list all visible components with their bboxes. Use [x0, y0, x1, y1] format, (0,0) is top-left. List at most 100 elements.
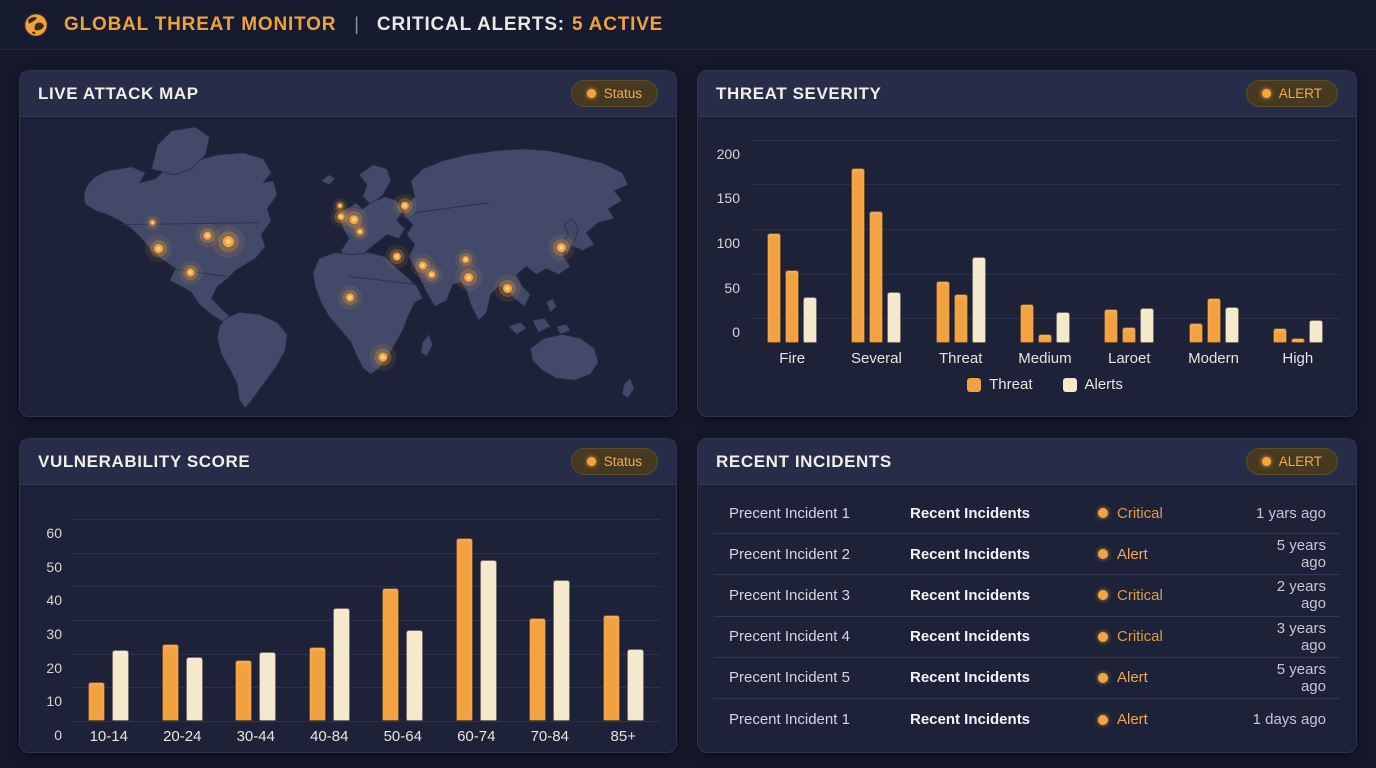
incident-row[interactable]: Precent Incident 1 Recent Incidents Critic…: [714, 493, 1340, 535]
gridline: [72, 653, 660, 655]
incident-row[interactable]: Precent Incident 2 Recent Incidents Alert 5…: [714, 534, 1340, 576]
attack-dot: [384, 244, 409, 269]
x-tick-label: Modern: [1188, 350, 1239, 367]
bar-threat: [767, 233, 782, 343]
threat-severity-chart: 0 50 100 150 200 Fire Several Threat Medium Laro…: [698, 117, 1356, 416]
globe-icon: [24, 12, 48, 37]
y-tick-label: 10: [46, 693, 62, 710]
incident-row[interactable]: Precent Incident 4 Recent Incidents Critic…: [714, 617, 1340, 658]
bar-threat: [953, 294, 968, 343]
x-axis: Fire Several Threat Medium Laroet Modern High: [750, 350, 1340, 367]
bar-group: [513, 579, 587, 721]
incident-name: Precent Incident 3: [729, 586, 850, 604]
y-tick-label: 100: [716, 234, 740, 251]
gridline: [750, 273, 1340, 275]
bar-alerts: [479, 559, 497, 721]
incident-row[interactable]: Precent Incident 5 Recent Incidents Alert 5…: [714, 658, 1340, 699]
bar-group: [750, 233, 834, 343]
incident-status-label: Critical: [1117, 586, 1163, 604]
y-tick-label: 30: [46, 626, 62, 643]
bar-score: [235, 660, 253, 721]
x-tick-label: 70-84: [530, 728, 569, 745]
bar-score: [88, 682, 106, 721]
critical-alerts-label: CRITICAL ALERTS: 5 ACTIVE: [376, 13, 664, 35]
y-tick-label: 200: [716, 145, 740, 162]
bar-alerts: [971, 256, 986, 343]
incident-row[interactable]: Precent Incident 1 Recent Incidents Alert 1…: [714, 699, 1340, 740]
incidents-alert-badge[interactable]: ALERT: [1245, 448, 1338, 475]
bar-alerts: [112, 650, 130, 721]
continent-greenland: [151, 126, 210, 176]
world-map: [20, 117, 676, 416]
incident-row[interactable]: Precent Incident 3 Recent Incidents Critic…: [714, 575, 1340, 617]
incident-name: Precent Incident 5: [729, 669, 850, 687]
x-tick-label: Fire: [779, 350, 806, 367]
attack-dot: [195, 223, 220, 248]
bar-threat: [851, 168, 866, 343]
bar-alerts: [332, 608, 350, 721]
x-tick-label: Several: [850, 350, 902, 367]
live-attack-map-panel: LIVE ATTACK MAP Status: [19, 70, 677, 417]
attack-dot: [369, 343, 397, 371]
bar-alerts: [185, 657, 203, 721]
y-axis: 0 50 100 150 200: [706, 131, 750, 416]
legend-swatch-icon: [1062, 377, 1077, 392]
incident-status-badge: Alert: [1098, 546, 1250, 563]
map-status-badge[interactable]: Status: [570, 80, 658, 107]
gridline: [750, 139, 1340, 141]
incident-status-badge: Critical: [1098, 587, 1250, 604]
x-tick-label: 85+: [610, 728, 636, 745]
attack-dot: [338, 285, 362, 310]
bar-group: [440, 537, 514, 721]
vulnerability-status-badge[interactable]: Status: [570, 448, 658, 475]
alert-dot-icon: [1261, 457, 1271, 466]
x-axis: 10-14 20-24 30-44 40-84 50-64 60-74 70-84 85+: [72, 728, 660, 745]
bar-threat: [785, 269, 800, 343]
bar-threat: [1019, 303, 1034, 343]
attack-dot: [455, 249, 477, 271]
incident-name: Precent Incident 2: [729, 545, 850, 563]
bar-score: [602, 615, 620, 721]
title-separator: |: [354, 14, 359, 34]
attack-dot: [340, 206, 368, 234]
incident-status-badge: Critical: [1098, 505, 1250, 522]
severity-alert-badge[interactable]: ALERT: [1245, 80, 1338, 107]
bar-group: [293, 608, 367, 721]
bar-threat: [1037, 334, 1052, 343]
bar-score: [382, 588, 400, 721]
gridline: [72, 552, 660, 554]
bar-group: [1256, 319, 1340, 343]
legend-item: Alerts: [1062, 376, 1123, 393]
y-tick-label: 50: [724, 279, 740, 296]
incident-status-label: Alert: [1117, 545, 1148, 563]
x-tick-label: Medium: [1018, 350, 1072, 367]
y-tick-label: 150: [716, 190, 740, 207]
gridline: [72, 519, 660, 521]
continent-europe: [338, 196, 406, 263]
vulnerability-score-chart: 0 10 20 30 40 50 60 10-14 20-24 30-44 40-84 50-64 6…: [20, 485, 676, 752]
bar-group: [146, 643, 220, 721]
severity-panel-title: THREAT SEVERITY: [716, 83, 882, 103]
legend-item: Threat: [967, 376, 1033, 393]
gridline: [750, 318, 1340, 320]
x-tick-label: 30-44: [236, 728, 275, 745]
bar-alerts: [1055, 311, 1070, 343]
incident-description: Recent Incidents: [910, 669, 1031, 687]
plot-area: [750, 131, 1340, 343]
app-title: GLOBAL THREAT MONITOR: [64, 13, 337, 35]
status-dot-icon: [586, 457, 596, 466]
attack-dot: [330, 206, 352, 228]
x-tick-label: 60-74: [457, 728, 496, 745]
status-dot-icon: [1098, 631, 1108, 642]
bar-group: [1171, 297, 1255, 343]
bar-group: [366, 588, 440, 721]
bar-threat: [869, 211, 884, 343]
status-dot-icon: [1098, 714, 1108, 725]
bar-group: [72, 650, 146, 721]
bar-group: [587, 615, 661, 721]
continent-africa: [312, 252, 424, 375]
x-tick-label: Threat: [939, 350, 983, 367]
threat-severity-panel: THREAT SEVERITY ALERT 0 50 100 150 200 Fire S…: [697, 70, 1357, 417]
incident-status-badge: Critical: [1098, 628, 1250, 645]
dashboard-grid: LIVE ATTACK MAP Status: [0, 50, 1376, 753]
